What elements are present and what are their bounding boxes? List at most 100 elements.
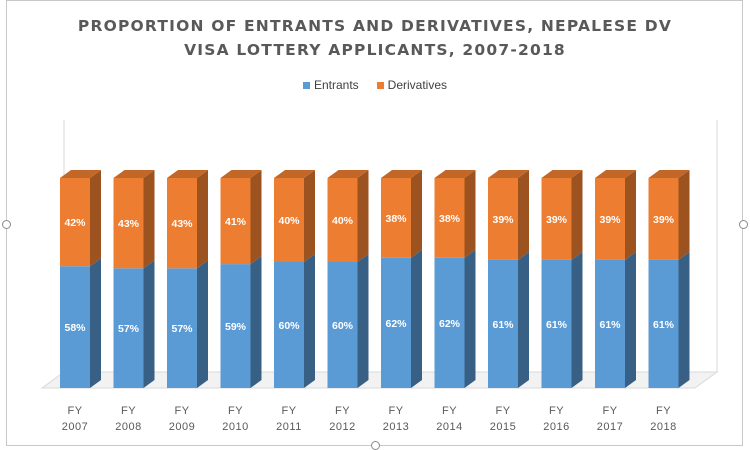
- bar-entrants-side: [357, 254, 369, 388]
- bar-derivatives-top: [381, 170, 422, 178]
- x-tick-label: 2013: [383, 421, 409, 433]
- x-tick-label: FY: [228, 405, 243, 417]
- data-label-entrants: 62%: [385, 318, 407, 330]
- data-label-entrants: 57%: [171, 323, 193, 335]
- x-tick-label: 2017: [597, 421, 623, 433]
- data-label-entrants: 60%: [278, 320, 300, 332]
- x-tick-label: 2016: [543, 421, 569, 433]
- x-tick-label: FY: [442, 405, 457, 417]
- x-tick-label: 2015: [490, 421, 516, 433]
- bar-entrants: [327, 262, 358, 388]
- x-tick-label: 2008: [115, 421, 141, 433]
- data-label-derivatives: 39%: [653, 214, 675, 226]
- bar-entrants: [113, 268, 144, 388]
- legend-swatch-entrants: [302, 81, 310, 89]
- legend: Entrants Derivatives: [0, 78, 750, 92]
- data-label-derivatives: 40%: [332, 215, 354, 227]
- bar-derivatives-side: [143, 170, 155, 269]
- x-tick-label: FY: [121, 405, 136, 417]
- data-label-entrants: 61%: [492, 319, 514, 331]
- bar-derivatives: [167, 178, 197, 269]
- bar-entrants: [595, 259, 625, 388]
- bar-derivatives-side: [571, 170, 583, 260]
- data-label-entrants: 59%: [225, 321, 247, 333]
- x-tick-label: FY: [602, 405, 617, 417]
- legend-item-derivatives: Derivatives: [376, 78, 448, 92]
- x-tick-label: FY: [281, 405, 296, 417]
- chart-title-line-2: VISA LOTTERY APPLICANTS, 2007-2018: [184, 41, 566, 59]
- data-label-derivatives: 43%: [171, 218, 193, 230]
- bar-entrants-side: [571, 251, 583, 388]
- x-tick-label: 2018: [650, 421, 676, 433]
- bar-entrants-side: [90, 258, 101, 388]
- x-tick-label: 2012: [329, 421, 355, 433]
- bar-derivatives-top: [434, 170, 476, 178]
- bar-derivatives-top: [541, 170, 583, 178]
- bar-entrants: [220, 264, 251, 388]
- bar-derivatives-side: [678, 170, 690, 260]
- data-label-derivatives: 42%: [64, 217, 86, 229]
- data-label-entrants: 58%: [64, 322, 86, 334]
- bar-entrants-side: [304, 254, 315, 388]
- data-label-entrants: 61%: [546, 319, 568, 331]
- bar-derivatives-top: [488, 170, 529, 178]
- chart-title-line-1: PROPORTION OF ENTRANTS AND DERIVATIVES, …: [77, 17, 673, 35]
- bar-derivatives: [595, 178, 625, 260]
- bar-derivatives: [434, 178, 465, 258]
- resize-handle-right[interactable]: [739, 220, 748, 229]
- bar-entrants-side: [143, 260, 155, 388]
- data-label-derivatives: 40%: [278, 215, 300, 227]
- data-label-derivatives: 39%: [492, 214, 514, 226]
- bar-entrants: [167, 268, 197, 388]
- data-label-derivatives: 38%: [439, 213, 461, 225]
- bar-derivatives: [274, 178, 304, 262]
- legend-label-entrants: Entrants: [313, 78, 359, 92]
- legend-label-derivatives: Derivatives: [387, 78, 448, 92]
- x-tick-label: FY: [549, 405, 564, 417]
- legend-item-entrants: Entrants: [302, 78, 359, 92]
- x-tick-label: FY: [67, 405, 82, 417]
- data-label-derivatives: 39%: [599, 214, 621, 226]
- bar-entrants: [434, 257, 465, 388]
- bar-derivatives: [648, 178, 679, 260]
- bar-derivatives-side: [357, 170, 369, 262]
- bar-entrants: [541, 259, 572, 388]
- bar-derivatives: [220, 178, 251, 265]
- bar-derivatives: [113, 178, 144, 269]
- bar-derivatives: [541, 178, 572, 260]
- data-label-entrants: 60%: [332, 320, 354, 332]
- bar-derivatives: [488, 178, 518, 260]
- bar-derivatives-side: [464, 170, 476, 258]
- bar-entrants-side: [518, 251, 529, 388]
- bar-derivatives-top: [113, 170, 155, 178]
- bar-derivatives-top: [220, 170, 262, 178]
- bar-entrants: [381, 257, 411, 388]
- bar-derivatives: [60, 178, 90, 267]
- bar-derivatives-side: [411, 170, 422, 258]
- x-tick-label: FY: [388, 405, 403, 417]
- data-label-derivatives: 43%: [118, 218, 140, 230]
- x-tick-label: 2011: [276, 421, 302, 433]
- chart-title: PROPORTION OF ENTRANTS AND DERIVATIVES, …: [0, 14, 750, 62]
- bar-derivatives-top: [60, 170, 101, 178]
- data-label-derivatives: 39%: [546, 214, 568, 226]
- bar-entrants-side: [250, 256, 262, 388]
- x-tick-label: FY: [656, 405, 671, 417]
- bar-entrants: [648, 259, 679, 388]
- bar-entrants-side: [464, 249, 476, 388]
- x-tick-label: 2009: [169, 421, 195, 433]
- bar-derivatives: [327, 178, 358, 262]
- data-label-derivatives: 38%: [385, 213, 407, 225]
- bar-derivatives-side: [304, 170, 315, 262]
- x-tick-label: FY: [174, 405, 189, 417]
- data-label-entrants: 61%: [653, 319, 675, 331]
- resize-handle-left[interactable]: [2, 220, 11, 229]
- legend-swatch-derivatives: [376, 81, 384, 89]
- bar-entrants-side: [625, 251, 636, 388]
- bar-entrants-side: [411, 249, 422, 388]
- x-tick-label: FY: [495, 405, 510, 417]
- x-tick-label: 2007: [62, 421, 88, 433]
- bar-entrants: [488, 259, 518, 388]
- data-label-entrants: 57%: [118, 323, 140, 335]
- bar-derivatives-side: [518, 170, 529, 260]
